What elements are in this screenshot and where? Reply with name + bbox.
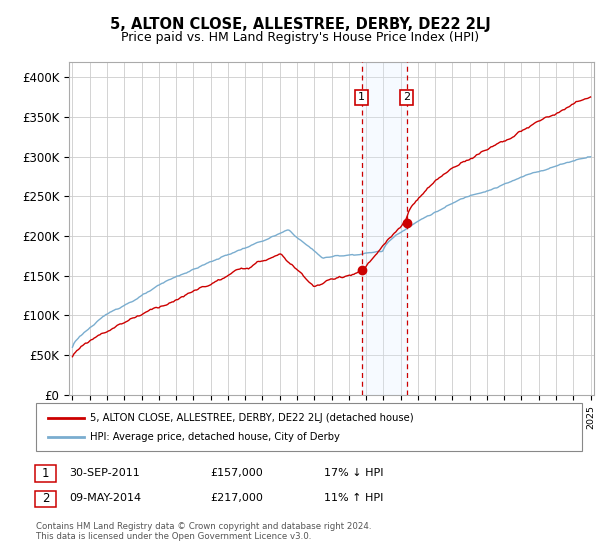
Text: 1: 1 <box>42 466 49 480</box>
Text: 11% ↑ HPI: 11% ↑ HPI <box>324 493 383 503</box>
Text: HPI: Average price, detached house, City of Derby: HPI: Average price, detached house, City… <box>90 432 340 442</box>
Text: 2: 2 <box>42 492 49 505</box>
Text: £157,000: £157,000 <box>210 468 263 478</box>
Text: 17% ↓ HPI: 17% ↓ HPI <box>324 468 383 478</box>
Text: Contains HM Land Registry data © Crown copyright and database right 2024.
This d: Contains HM Land Registry data © Crown c… <box>36 522 371 542</box>
Bar <box>362 62 407 395</box>
Text: 30-SEP-2011: 30-SEP-2011 <box>69 468 140 478</box>
Text: Price paid vs. HM Land Registry's House Price Index (HPI): Price paid vs. HM Land Registry's House … <box>121 31 479 44</box>
Text: 1: 1 <box>358 92 365 102</box>
Text: 09-MAY-2014: 09-MAY-2014 <box>69 493 141 503</box>
Text: 2: 2 <box>403 92 410 102</box>
Text: 5, ALTON CLOSE, ALLESTREE, DERBY, DE22 2LJ: 5, ALTON CLOSE, ALLESTREE, DERBY, DE22 2… <box>110 17 490 32</box>
Text: 5, ALTON CLOSE, ALLESTREE, DERBY, DE22 2LJ (detached house): 5, ALTON CLOSE, ALLESTREE, DERBY, DE22 2… <box>90 413 413 423</box>
Text: £217,000: £217,000 <box>210 493 263 503</box>
